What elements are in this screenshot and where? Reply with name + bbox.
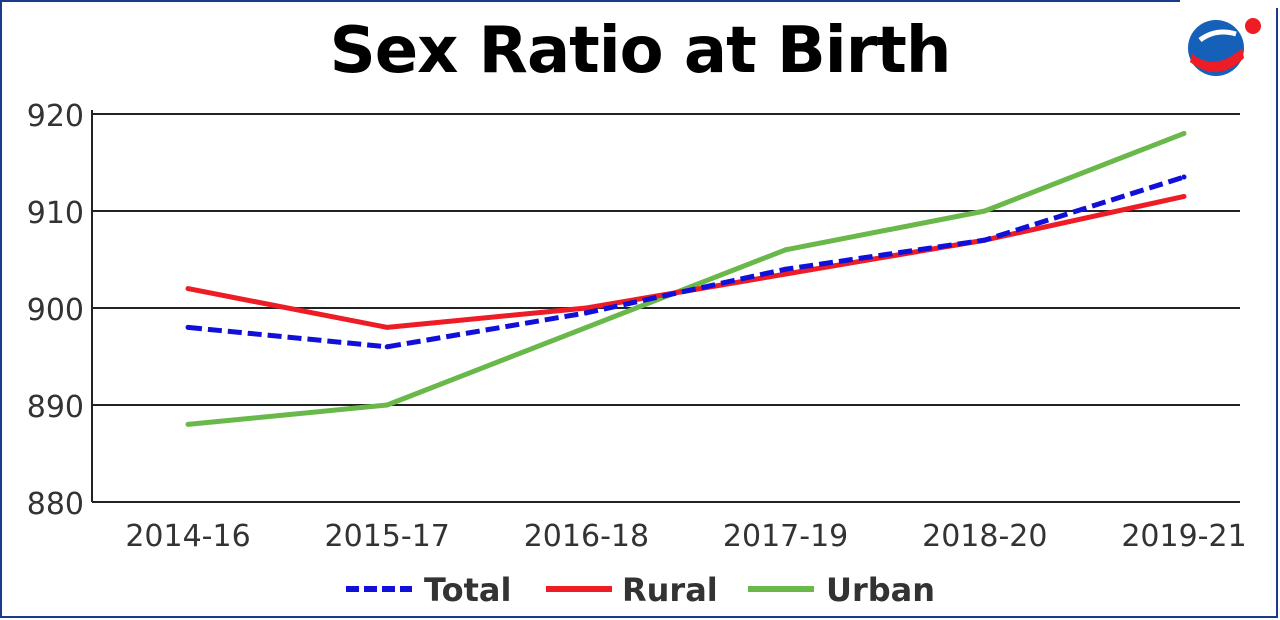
x-tick-label: 2019-21 — [1121, 519, 1246, 554]
data-point-rural — [185, 286, 191, 292]
y-tick-label: 920 — [27, 99, 84, 134]
data-point-total — [982, 237, 988, 243]
data-point-total — [1181, 174, 1187, 180]
series-line-urban — [187, 131, 1185, 427]
data-point-total — [185, 324, 191, 330]
legend-label-total: Total — [424, 571, 511, 609]
data-point-urban — [1181, 130, 1187, 136]
x-tick-label: 2016-18 — [524, 519, 649, 554]
data-point-total — [583, 310, 589, 316]
data-point-total — [384, 344, 390, 350]
data-point-total — [783, 266, 789, 272]
data-point-urban — [384, 402, 390, 408]
x-tick-label: 2014-16 — [125, 519, 250, 554]
data-point-urban — [982, 208, 988, 214]
brand-logo-icon — [1186, 14, 1276, 84]
data-point-urban — [583, 324, 589, 330]
data-point-rural — [783, 271, 789, 277]
x-tick-label: 2015-17 — [325, 519, 450, 554]
y-tick-label: 900 — [27, 293, 84, 328]
x-tick-label: 2017-19 — [723, 519, 848, 554]
x-tick-label: 2018-20 — [922, 519, 1047, 554]
frame-notch — [1180, 0, 1280, 8]
series-line-total — [187, 174, 1185, 350]
legend-label-rural: Rural — [622, 571, 718, 609]
data-point-urban — [185, 421, 191, 427]
chart-title: Sex Ratio at Birth — [329, 14, 952, 88]
data-point-rural — [1181, 193, 1187, 199]
y-tick-label: 910 — [27, 196, 84, 231]
data-point-rural — [384, 324, 390, 330]
y-tick-label: 880 — [27, 487, 84, 522]
data-point-rural — [583, 305, 589, 311]
y-tick-label: 890 — [27, 390, 84, 425]
data-point-urban — [783, 247, 789, 253]
legend-label-urban: Urban — [826, 571, 935, 609]
